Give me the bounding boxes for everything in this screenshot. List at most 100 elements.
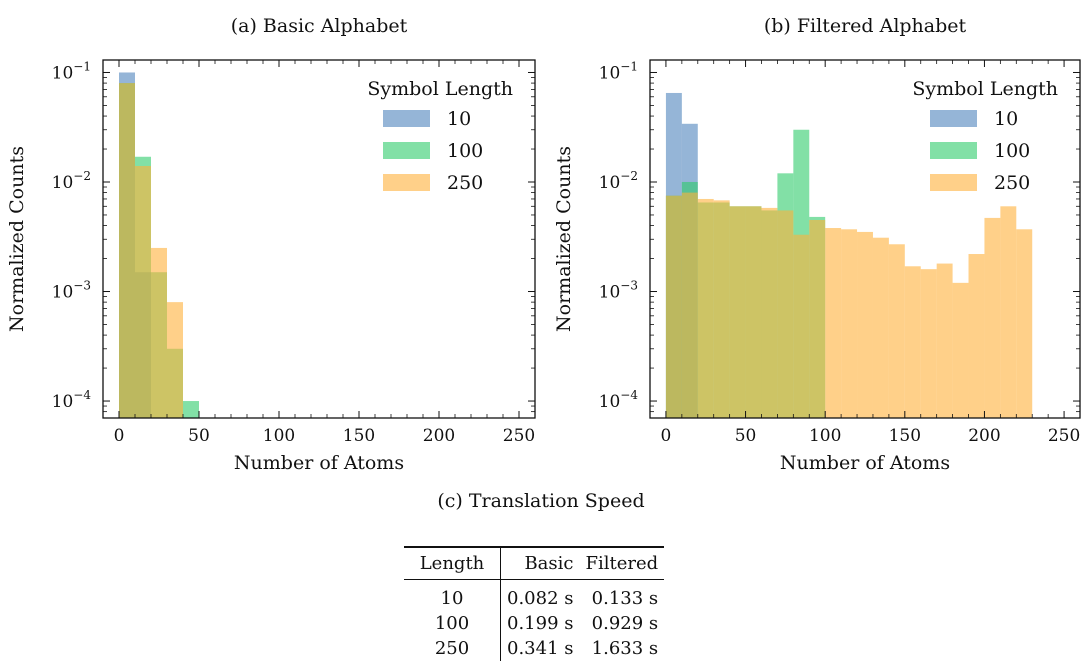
- x-axis: 0 50 100 150 200 250: [661, 60, 1080, 446]
- y-tick-label: 10−3: [599, 279, 638, 303]
- x-axis-label: Number of Atoms: [780, 452, 950, 474]
- legend-swatch: [383, 110, 430, 127]
- x-axis-label: Number of Atoms: [234, 452, 404, 474]
- panel-title: (b) Filtered Alphabet: [764, 15, 967, 37]
- x-tick-label: 150: [343, 426, 375, 446]
- bar: [936, 263, 953, 418]
- y-tick-label: 10−4: [52, 388, 92, 412]
- legend-swatch: [930, 174, 977, 191]
- bar: [777, 210, 794, 418]
- x-tick-label: 250: [503, 426, 535, 446]
- x-tick-label: 200: [423, 426, 455, 446]
- legend-label: 10: [994, 108, 1018, 130]
- cell-length: 10: [404, 579, 501, 611]
- legend-label: 250: [994, 172, 1030, 194]
- bar: [183, 401, 199, 418]
- x-tick-label: 100: [809, 426, 841, 446]
- cell-filtered: 0.133 s: [591, 588, 659, 609]
- chart-panel-basic: 0 50 100 150 200 250 10−1 10−2 10−3 10−4 (a) Basic…: [6, 15, 536, 474]
- y-tick-label: 10−1: [52, 59, 91, 83]
- bar: [857, 231, 873, 418]
- y-axis-label: Normalized Counts: [6, 146, 28, 332]
- cell-basic: 0.199 s: [507, 613, 574, 634]
- x-tick-label: 50: [735, 426, 757, 446]
- legend-label: 100: [994, 140, 1030, 162]
- table-row: 250 0.341 s 1.633 s: [404, 636, 664, 661]
- bar: [809, 219, 826, 418]
- legend-label: 100: [447, 140, 483, 162]
- bar: [968, 254, 985, 418]
- bar: [1000, 206, 1017, 418]
- x-tick-label: 150: [889, 426, 921, 446]
- cell-length: 100: [404, 611, 501, 636]
- bar: [825, 228, 842, 418]
- panel-title: (a) Basic Alphabet: [231, 15, 408, 37]
- legend-entry: 250: [930, 172, 1030, 194]
- bar: [888, 244, 905, 418]
- legend-entry: 10: [383, 108, 471, 130]
- bar: [745, 206, 762, 418]
- y-axis: 10−1 10−2 10−3 10−4: [599, 59, 1080, 419]
- bar: [135, 165, 151, 418]
- legend-swatch: [930, 142, 977, 159]
- bar: [729, 206, 746, 418]
- bar: [872, 237, 889, 418]
- legend-entry: 100: [383, 140, 483, 162]
- translation-speed-table: Length Basic Filtered 10 0.082 s 0.133 s…: [404, 546, 665, 661]
- bar: [841, 229, 858, 418]
- cell-basic: 0.341 s: [507, 638, 574, 659]
- legend-entry: 250: [383, 172, 483, 194]
- bar: [1016, 229, 1033, 418]
- header-basic: Basic: [524, 553, 574, 574]
- x-tick-label: 0: [114, 426, 125, 446]
- cell-length: 250: [404, 636, 501, 661]
- y-axis-label: Normalized Counts: [553, 146, 575, 332]
- table-caption: (c) Translation Speed: [437, 490, 645, 512]
- bar: [119, 83, 135, 418]
- table-header-row: Length Basic Filtered: [404, 547, 665, 580]
- series-250: [119, 83, 183, 418]
- bar: [697, 198, 714, 418]
- legend-swatch: [930, 110, 977, 127]
- y-axis: 10−1 10−2 10−3 10−4: [52, 59, 535, 419]
- y-tick-label: 10−2: [52, 169, 91, 193]
- y-tick-label: 10−1: [599, 59, 638, 83]
- header-filtered: Filtered: [585, 553, 659, 574]
- y-tick-label: 10−2: [599, 169, 638, 193]
- bar: [713, 200, 730, 418]
- y-tick-label: 10−3: [52, 279, 91, 303]
- bar: [681, 192, 698, 418]
- x-tick-label: 100: [263, 426, 295, 446]
- table-row: 10 0.082 s 0.133 s: [404, 579, 664, 611]
- legend-swatch: [383, 142, 430, 159]
- legend-entry: 10: [930, 108, 1018, 130]
- x-axis: 0 50 100 150 200 250: [114, 60, 535, 446]
- legend-entry: 100: [930, 140, 1030, 162]
- x-tick-label: 50: [188, 426, 210, 446]
- legend-label: 10: [447, 108, 471, 130]
- legend-swatch: [383, 174, 430, 191]
- legend-title: Symbol Length: [912, 78, 1058, 100]
- bar: [665, 195, 682, 418]
- table-row: 100 0.199 s 0.929 s: [404, 611, 664, 636]
- legend: Symbol Length 10 100 250: [912, 78, 1058, 194]
- x-tick-label: 0: [661, 426, 672, 446]
- legend: Symbol Length 10 100 250: [367, 78, 513, 194]
- bar: [761, 207, 778, 418]
- chart-panel-filtered: 0 50 100 150 200 250 10−1 10−2 10−3 10−4 (b) Filte…: [553, 15, 1081, 474]
- x-tick-label: 200: [968, 426, 1000, 446]
- cell-basic: 0.082 s: [507, 588, 574, 609]
- bar: [952, 282, 969, 418]
- x-tick-label: 250: [1048, 426, 1080, 446]
- bar: [167, 302, 183, 418]
- y-tick-label: 10−4: [599, 388, 639, 412]
- cell-filtered: 0.929 s: [591, 613, 659, 634]
- series-250: [665, 192, 1033, 418]
- bar: [151, 247, 167, 418]
- cell-filtered: 1.633 s: [591, 638, 659, 659]
- bar: [984, 217, 1001, 418]
- legend-title: Symbol Length: [367, 78, 513, 100]
- bar: [920, 269, 937, 418]
- bar: [904, 266, 921, 418]
